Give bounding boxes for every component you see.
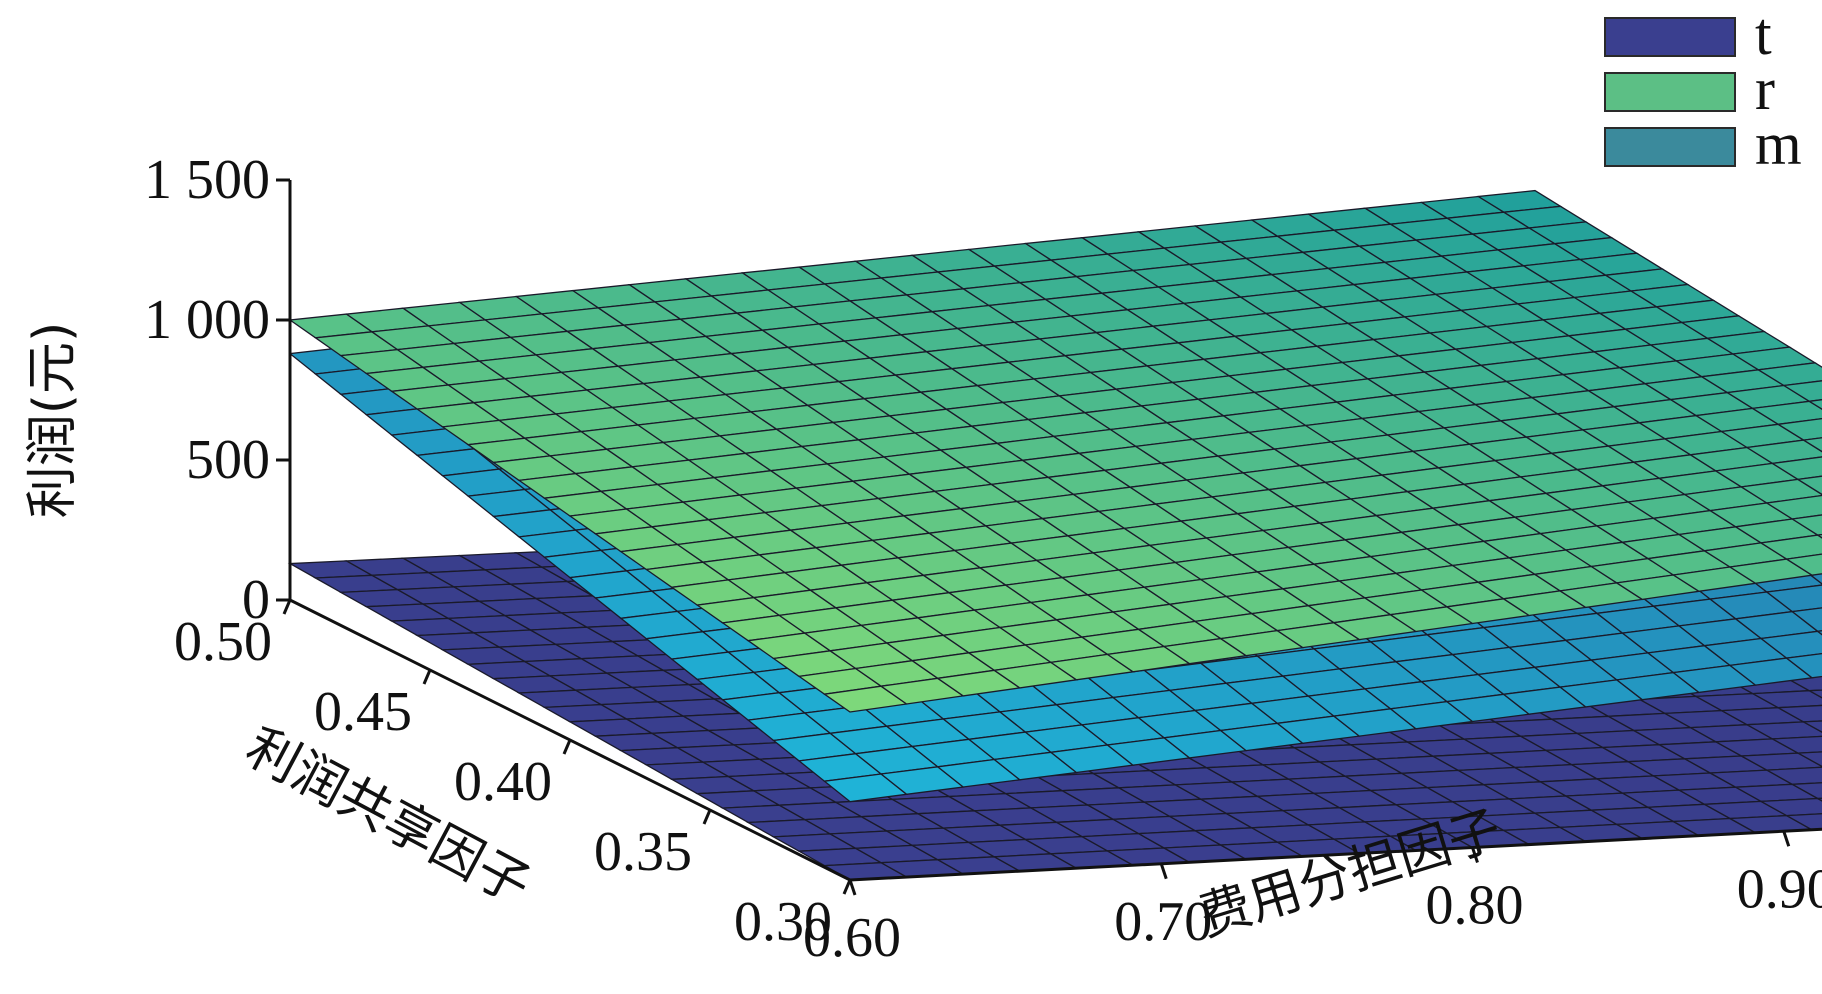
surface-m-cell — [1790, 607, 1822, 632]
surface-r-cell — [1776, 417, 1822, 441]
x-axis-title: 利润共享因子 — [236, 717, 540, 916]
z-tick-label: 1 000 — [144, 289, 270, 351]
x-tick — [282, 599, 292, 615]
surface-t-cell — [1764, 766, 1822, 785]
x-tick — [422, 669, 432, 685]
surface-t-cell — [1795, 751, 1822, 768]
legend-label: t — [1755, 1, 1772, 67]
y-tick — [1471, 847, 1479, 863]
surface-m-cell — [1784, 652, 1822, 679]
y-tick-label: 0.70 — [1114, 891, 1212, 953]
surface-t-cell — [1770, 735, 1822, 754]
surface-r-cell — [1759, 534, 1822, 560]
legend: trm — [1604, 1, 1802, 177]
surface-r-cell — [1796, 475, 1822, 496]
y-tick — [1782, 830, 1791, 847]
x-tick — [842, 879, 852, 895]
legend-item-r: r — [1604, 56, 1775, 122]
surface-r-cell — [1807, 399, 1822, 410]
surface-r-cell — [1790, 514, 1822, 536]
y-tick-label: 0.80 — [1426, 875, 1524, 937]
legend-swatch — [1604, 127, 1736, 167]
surface-t-cell — [1775, 704, 1822, 723]
x-tick-label: 0.45 — [314, 681, 412, 743]
axes: 0 500 1 000 1 500 0.30 0.35 0.40 0.45 0.50 0.60 0.… — [144, 149, 1822, 969]
z-axis-title: 利润(元) — [23, 322, 83, 519]
surface-r-cell — [1756, 362, 1822, 387]
x-tick-label: 0.40 — [454, 751, 552, 813]
z-tick-label: 0 — [242, 569, 270, 631]
surface-t-cell — [1784, 813, 1822, 831]
surfaces — [287, 189, 1822, 881]
surface-r-cell — [1745, 439, 1822, 465]
legend-swatch — [1604, 17, 1736, 57]
surface-t-cell — [1801, 720, 1822, 733]
surface-t-cell — [1758, 797, 1822, 817]
legend-label: m — [1755, 111, 1802, 177]
y-tick — [1159, 863, 1168, 880]
x-tick — [562, 739, 572, 755]
surface-t-cell — [1815, 797, 1822, 802]
x-tick-label: 0.30 — [734, 891, 832, 953]
surface-r-cell — [1750, 400, 1822, 425]
y-tick — [848, 879, 857, 896]
x-tick — [702, 809, 712, 825]
surface-m-cell — [1759, 630, 1822, 659]
surface-t-cell — [1739, 752, 1822, 771]
surface-r-cell — [1784, 553, 1822, 576]
surface-t-cell — [1806, 689, 1822, 699]
y-tick-label: 0.90 — [1737, 858, 1822, 920]
surface-m-cell — [1765, 584, 1822, 613]
surface-r-cell — [1815, 533, 1822, 539]
z-tick-label: 500 — [186, 429, 270, 491]
surface-r — [288, 189, 1822, 713]
x-tick-label: 0.50 — [174, 611, 272, 673]
surface-r-cell — [1764, 494, 1822, 520]
legend-item-t: t — [1604, 1, 1772, 67]
surface-r-cell — [1739, 478, 1822, 504]
legend-item-m: m — [1604, 111, 1802, 177]
surface-t-cell — [1750, 690, 1822, 709]
x-tick-label: 0.35 — [594, 821, 692, 883]
y-tick-label: 0.60 — [803, 907, 901, 969]
z-tick-label: 1 500 — [144, 149, 270, 211]
legend-label: r — [1755, 56, 1775, 122]
surface-r-cell — [1770, 456, 1822, 481]
surface-r-cell — [1801, 437, 1822, 453]
surface-t-cell — [1744, 721, 1822, 740]
surface-m-cell — [1816, 630, 1822, 636]
surface-t-cell — [1790, 782, 1822, 800]
legend-swatch — [1604, 72, 1736, 112]
